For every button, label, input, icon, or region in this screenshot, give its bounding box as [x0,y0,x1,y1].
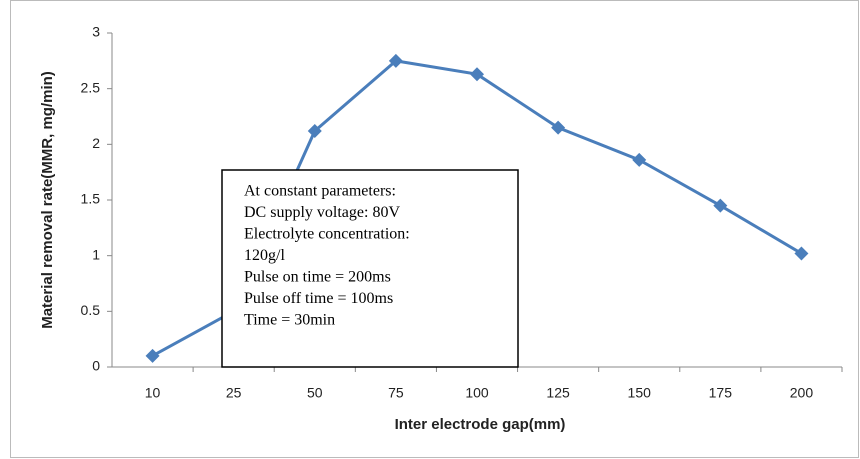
annotation-line: Pulse on time = 200ms [244,269,391,286]
annotation-line: At constant parameters: [244,183,396,200]
x-tick-label: 175 [709,385,733,401]
y-tick-label: 3 [92,24,100,40]
y-tick-label: 1.5 [81,191,101,207]
x-tick-label: 200 [790,385,814,401]
data-point [145,348,160,363]
x-tick-label: 75 [388,385,404,401]
data-point [551,120,566,135]
x-tick-label: 10 [145,385,161,401]
y-tick-label: 1 [92,246,100,262]
data-point [388,53,403,68]
x-tick-label: 150 [628,385,652,401]
x-tick-label: 25 [226,385,242,401]
x-axis-label: Inter electrode gap(mm) [395,416,566,433]
y-tick-label: 0.5 [81,302,101,318]
annotation-box [221,169,519,368]
data-point [470,67,484,82]
annotation-line: Electrolyte concentration: [244,226,410,243]
annotation-line: Pulse off time = 100ms [244,290,393,307]
x-tick-label: 125 [546,385,570,401]
y-axis-label: Material removal rate(MMR, mg/min) [39,71,56,329]
y-tick-label: 2 [92,135,100,151]
annotation-line: Time = 30min [244,312,335,329]
annotation-line: DC supply voltage: 80V [244,204,400,221]
y-tick-label: 2.5 [81,79,101,95]
data-point [632,152,647,167]
x-tick-label: 50 [307,385,323,401]
data-point [307,123,322,138]
data-point [713,198,728,213]
data-point [794,246,809,261]
x-tick-label: 100 [465,385,489,401]
annotation-line: 120g/l [244,247,285,264]
y-tick-label: 0 [92,358,100,374]
